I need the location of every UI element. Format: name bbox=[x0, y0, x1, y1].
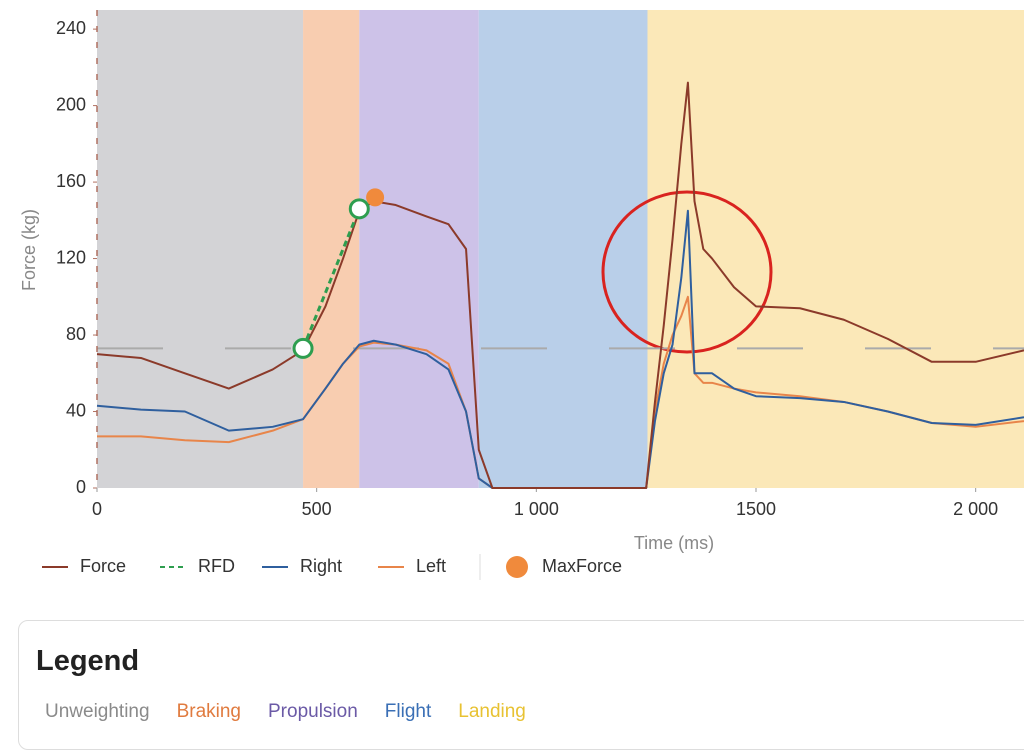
data-point bbox=[292, 337, 314, 359]
legend-label: Right bbox=[300, 556, 342, 576]
y-tick-label: 120 bbox=[56, 247, 86, 267]
phase-label: Propulsion bbox=[268, 701, 358, 722]
phase-bands bbox=[97, 10, 1024, 488]
highlight-circle bbox=[601, 190, 773, 354]
phase-label: Unweighting bbox=[45, 701, 150, 722]
phase-label: Flight bbox=[384, 701, 432, 722]
y-tick-label: 200 bbox=[56, 94, 86, 114]
phase-band bbox=[303, 10, 360, 488]
page: Force (kg) Time (ms) 0 40 80 120 160 200 240 0 5… bbox=[18, 10, 1024, 750]
y-tick-label: 240 bbox=[56, 18, 86, 38]
x-tick-label: 1500 bbox=[736, 499, 776, 519]
y-tick-label: 160 bbox=[56, 171, 86, 191]
y-tick-label: 40 bbox=[66, 400, 86, 420]
phase-band bbox=[359, 10, 479, 488]
legend-title: Legend bbox=[36, 645, 140, 677]
phase-band bbox=[647, 10, 1024, 488]
y-axis-label: Force (kg) bbox=[19, 209, 39, 291]
x-tick-label: 500 bbox=[302, 499, 332, 519]
phase-legend: Unweighting Braking Propulsion Flight Landin… bbox=[45, 701, 526, 723]
legend-label: Force bbox=[80, 556, 126, 576]
x-tick-label: 2 000 bbox=[953, 499, 998, 519]
x-axis-label: Time (ms) bbox=[634, 533, 714, 553]
legend-label: RFD bbox=[198, 556, 235, 576]
data-point bbox=[348, 198, 370, 220]
data-point bbox=[366, 188, 385, 207]
y-tick-label: 80 bbox=[66, 324, 86, 344]
legend-label: MaxForce bbox=[542, 556, 622, 576]
y-tick-label: 0 bbox=[76, 477, 86, 497]
series-line bbox=[96, 81, 1024, 489]
x-tick-label: 0 bbox=[92, 499, 102, 519]
phase-band bbox=[97, 10, 304, 488]
chart: Force (kg) Time (ms) 0 40 80 120 160 200 240 0 5… bbox=[19, 10, 1024, 580]
phase-label: Braking bbox=[176, 701, 241, 722]
phase-label: Landing bbox=[458, 701, 526, 722]
series-line bbox=[301, 208, 361, 349]
legend-label: Left bbox=[416, 556, 446, 576]
phase-band bbox=[478, 10, 648, 488]
x-tick-label: 1 000 bbox=[514, 499, 559, 519]
legend-marker bbox=[506, 556, 528, 578]
